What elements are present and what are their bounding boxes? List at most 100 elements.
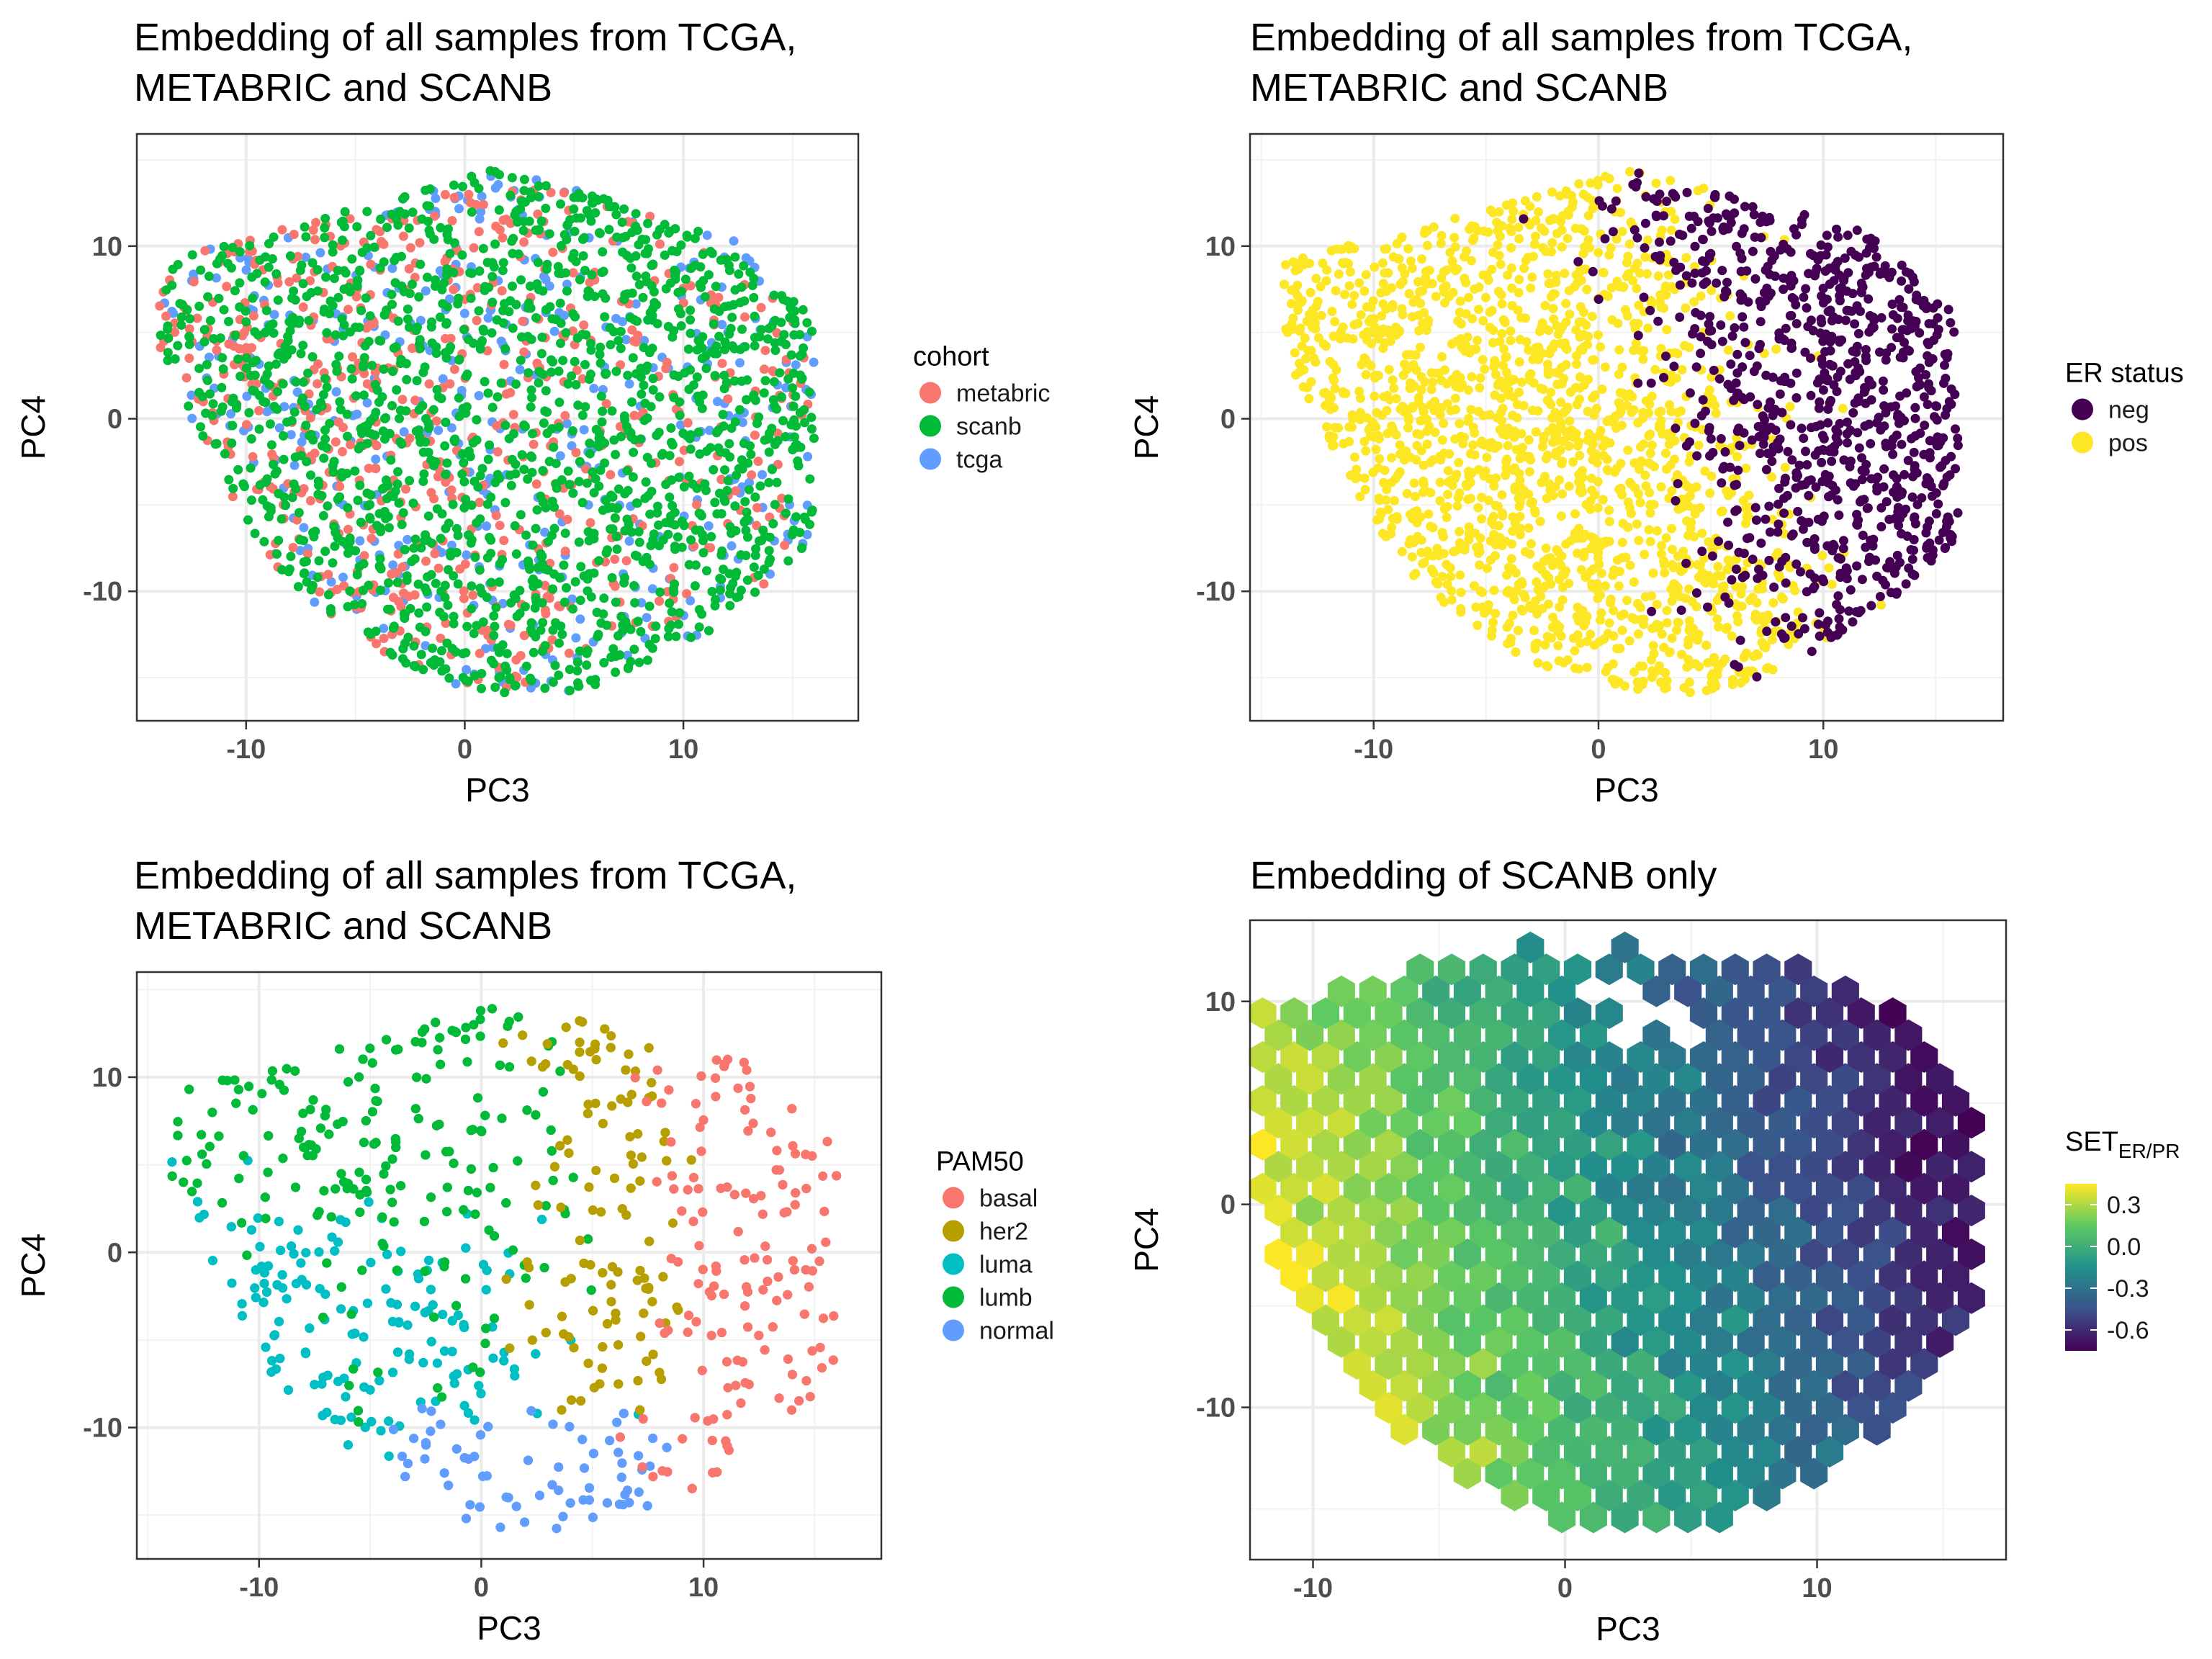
data-point-pos [1388,300,1398,310]
data-point-scanb [562,235,572,245]
data-point-pos [1561,539,1571,549]
data-point-scanb [582,660,592,670]
data-point-scanb [296,451,306,461]
data-point-scanb [623,370,633,380]
data-point-neg [1703,204,1713,213]
chart-title-line: METABRIC and SCANB [134,66,552,109]
data-point-tcga [802,530,812,539]
data-point-pos [1561,186,1571,196]
data-point-pos [1395,440,1405,450]
data-point-pos [1463,495,1473,504]
data-point-scanb [741,526,751,536]
data-point-neg [1801,446,1810,457]
data-point-scanb [376,215,386,224]
data-point-scanb [724,569,734,579]
data-point-scanb [739,296,750,306]
data-point-scanb [671,267,681,277]
data-point-pos [1429,222,1439,232]
data-point-scanb [691,260,701,270]
data-point-neg [1848,408,1858,418]
data-point-pos [1603,629,1613,639]
data-point-pos [1506,243,1516,253]
data-point-scanb [478,243,488,253]
data-point-tcga [639,336,649,346]
data-point-pos [1593,477,1603,487]
data-point-metabric [323,570,333,580]
data-point-scanb [242,353,252,363]
data-point-scanb [538,466,548,476]
data-point-pos [1478,316,1488,325]
data-point-pos [1565,416,1575,426]
data-point-pos [1574,523,1584,534]
data-point-pos [1697,529,1707,539]
data-point-tcga [299,523,309,533]
data-point-metabric [606,469,616,480]
data-point-pos [1667,596,1677,606]
data-point-pos [1507,215,1517,224]
data-point-pos [1838,403,1848,413]
data-point-scanb [337,314,347,324]
data-point-scanb [624,663,633,673]
data-point-scanb [634,657,644,667]
data-point-scanb [423,511,433,521]
data-point-scanb [489,631,499,641]
data-point-pos [1758,611,1768,621]
data-point-scanb [685,305,696,315]
data-point-scanb [320,434,331,444]
data-point-scanb [246,463,256,473]
data-point-pos [1398,370,1408,380]
data-point-scanb [631,271,642,282]
data-point-scanb [619,204,629,214]
data-point-scanb [469,629,479,639]
data-point-pos [1639,619,1649,629]
data-point-pos [1645,429,1655,439]
data-point-scanb [269,459,278,469]
data-point-scanb [266,503,276,513]
data-point-pos [1301,354,1310,364]
data-point-scanb [553,261,563,271]
data-point-scanb [760,531,770,541]
data-point-scanb [673,372,683,382]
data-point-scanb [287,415,297,426]
data-point-metabric [571,448,581,457]
data-point-neg [1933,313,1943,323]
data-point-scanb [386,455,396,465]
data-point-pos [1570,509,1581,519]
data-point-pos [1377,529,1388,539]
data-point-tcga [438,374,448,384]
data-point-pos [1582,662,1592,673]
data-point-scanb [806,413,817,423]
data-point-pos [1554,556,1563,566]
data-point-scanb [273,295,283,305]
data-point-metabric [505,620,516,630]
data-point-scanb [219,241,229,251]
data-point-neg [1696,349,1706,359]
data-point-pos [1503,385,1514,395]
data-point-pos [1435,477,1445,487]
data-point-pos [1408,402,1418,412]
data-point-scanb [647,310,657,320]
data-point-scanb [296,349,306,359]
data-point-scanb [254,390,264,400]
data-point-scanb [375,263,385,273]
data-point-scanb [285,251,295,261]
data-point-metabric [184,354,194,363]
data-point-pos [1558,436,1568,446]
data-point-scanb [781,432,791,441]
data-point-scanb [244,408,254,418]
data-point-scanb [665,493,675,502]
data-point-tcga [388,560,398,570]
data-point-pos [1327,307,1337,316]
data-point-scanb [402,374,412,385]
data-point-scanb [187,250,197,260]
data-point-pos [1314,333,1323,343]
data-point-neg [1717,336,1727,346]
data-point-pos [1403,244,1413,253]
data-point-scanb [228,243,238,253]
data-point-pos [1586,629,1596,639]
data-point-scanb [611,597,621,607]
data-point-scanb [336,405,346,415]
data-point-scanb [674,619,683,629]
data-point-pos [1513,305,1523,315]
